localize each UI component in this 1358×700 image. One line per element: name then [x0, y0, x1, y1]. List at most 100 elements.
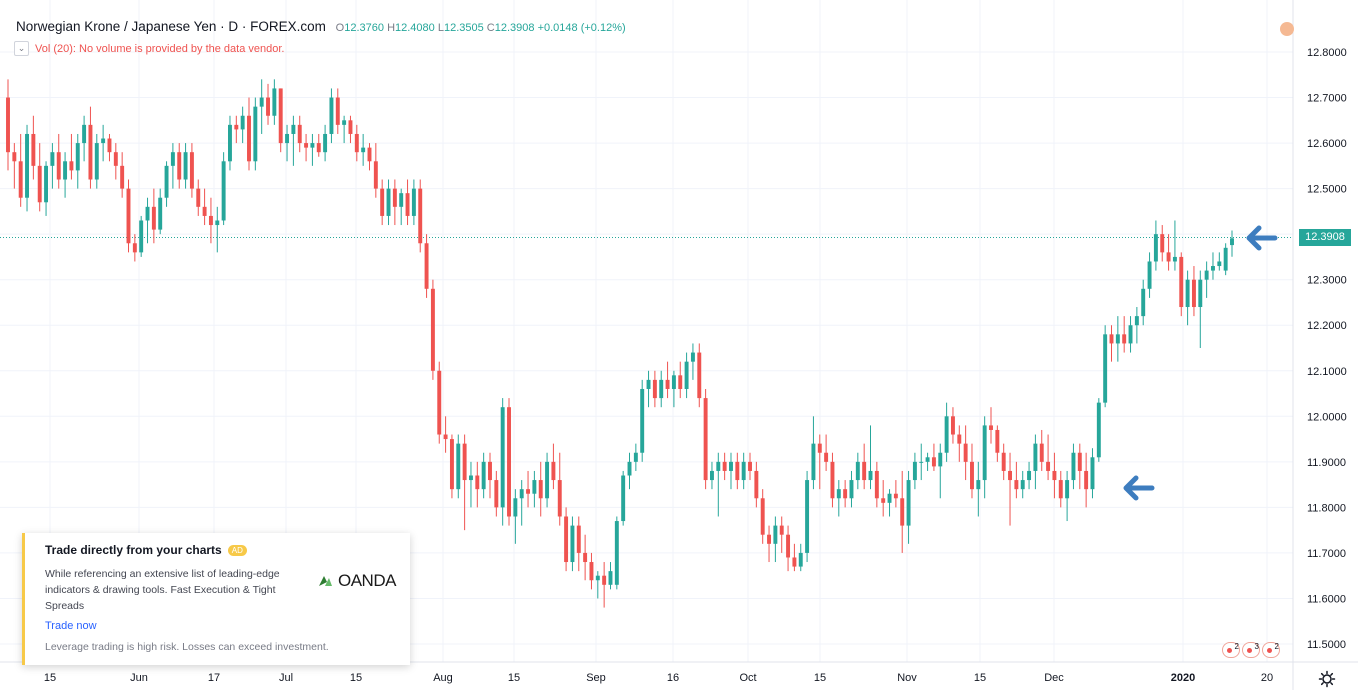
candle-body	[1153, 234, 1158, 262]
candle	[557, 452, 562, 526]
x-tick-label: Aug	[433, 672, 453, 684]
candle-body	[1096, 402, 1101, 458]
candle-body	[139, 220, 144, 253]
event-badge[interactable]: 2	[1222, 642, 1240, 658]
broker-logo[interactable]: OANDA	[316, 571, 396, 591]
candle-body	[919, 461, 924, 463]
candle-body	[659, 379, 664, 399]
symbol-legend[interactable]: Norwegian Krone / Japanese Yen · D · FOR…	[16, 19, 626, 34]
candle	[855, 452, 860, 490]
candle-body	[247, 115, 251, 162]
candle	[31, 115, 36, 180]
candle-body	[132, 243, 137, 253]
candle-body	[1046, 461, 1051, 471]
y-tick-label: 11.6000	[1307, 593, 1346, 605]
candle-body	[253, 106, 258, 162]
event-badge[interactable]: 3	[1242, 642, 1260, 658]
candle	[868, 425, 873, 490]
candle-body	[310, 143, 315, 148]
x-tick-label: 15	[44, 672, 56, 684]
x-tick-label: 15	[350, 672, 362, 684]
candle	[1020, 470, 1025, 499]
candle	[564, 507, 569, 572]
candle	[843, 480, 848, 508]
candle	[1033, 434, 1038, 490]
candle	[380, 179, 385, 226]
candle-body	[678, 375, 683, 389]
candle	[348, 115, 353, 144]
candle	[595, 571, 600, 599]
candle	[177, 143, 182, 189]
close-label: C	[486, 22, 495, 34]
candle	[75, 133, 80, 189]
x-tick-label: 16	[667, 672, 679, 684]
candle-body	[1230, 238, 1234, 246]
event-badges[interactable]: 2 3 2	[1222, 642, 1280, 658]
promo-title-row: Trade directly from your charts AD	[45, 543, 396, 557]
candle	[912, 452, 917, 490]
candle-body	[564, 516, 569, 563]
candle-body	[1204, 270, 1209, 280]
trade-now-link[interactable]: Trade now	[45, 620, 97, 632]
collapse-chevron-icon[interactable]: ⌄	[14, 41, 29, 56]
x-tick-label: Nov	[897, 672, 917, 684]
candle-body	[494, 480, 499, 508]
broker-promo-card[interactable]: Trade directly from your charts AD While…	[22, 533, 410, 665]
symbol-title[interactable]: Norwegian Krone / Japanese Yen · D · FOR…	[16, 19, 326, 34]
candle-body	[1033, 443, 1038, 471]
candle	[925, 452, 930, 471]
candle-body	[348, 120, 353, 134]
candle-body	[405, 193, 410, 216]
candle	[1052, 452, 1057, 499]
candle-body	[995, 429, 1000, 453]
candle-body	[297, 124, 302, 144]
candle-body	[798, 552, 803, 567]
candle	[228, 115, 232, 171]
candle	[602, 562, 607, 608]
candle-body	[500, 407, 505, 508]
candle	[488, 452, 492, 499]
candle	[202, 188, 207, 226]
candle-body	[551, 461, 556, 481]
candle-body	[507, 407, 511, 517]
candle-body	[1179, 256, 1184, 308]
candle	[1122, 316, 1127, 353]
candle	[151, 188, 156, 244]
candle-body	[1191, 279, 1196, 308]
candle-body	[208, 215, 213, 226]
candle-body	[583, 552, 588, 563]
candle	[234, 115, 239, 144]
volume-notice: Vol (20): No volume is provided by the d…	[35, 42, 285, 55]
candle-body	[1103, 334, 1108, 403]
candle-body	[1172, 256, 1177, 262]
candle	[963, 425, 968, 481]
event-badge[interactable]: 2	[1262, 642, 1280, 658]
candle-body	[316, 143, 321, 153]
gear-icon[interactable]	[1318, 670, 1336, 688]
candle	[405, 179, 410, 226]
candle-body	[323, 133, 328, 153]
candle	[950, 407, 955, 444]
candle-body	[576, 525, 581, 553]
candle-body	[1027, 470, 1032, 481]
candle	[373, 143, 378, 198]
candle	[418, 179, 423, 253]
candle-body	[82, 124, 87, 144]
candle-body	[1217, 261, 1222, 267]
candle-body	[849, 480, 854, 499]
candle	[760, 489, 765, 544]
candle-body	[874, 470, 879, 499]
candle-body	[671, 375, 676, 389]
candle-body	[989, 425, 993, 430]
candle	[462, 434, 467, 531]
candle	[583, 534, 588, 581]
market-status-dot[interactable]	[1280, 22, 1294, 36]
candle-body	[646, 379, 651, 389]
candle	[259, 79, 264, 134]
candle-body	[468, 475, 473, 481]
candle	[399, 188, 404, 226]
candle-body	[900, 498, 905, 526]
candle-body	[101, 138, 106, 144]
candle	[208, 197, 213, 244]
candle	[1115, 316, 1120, 362]
